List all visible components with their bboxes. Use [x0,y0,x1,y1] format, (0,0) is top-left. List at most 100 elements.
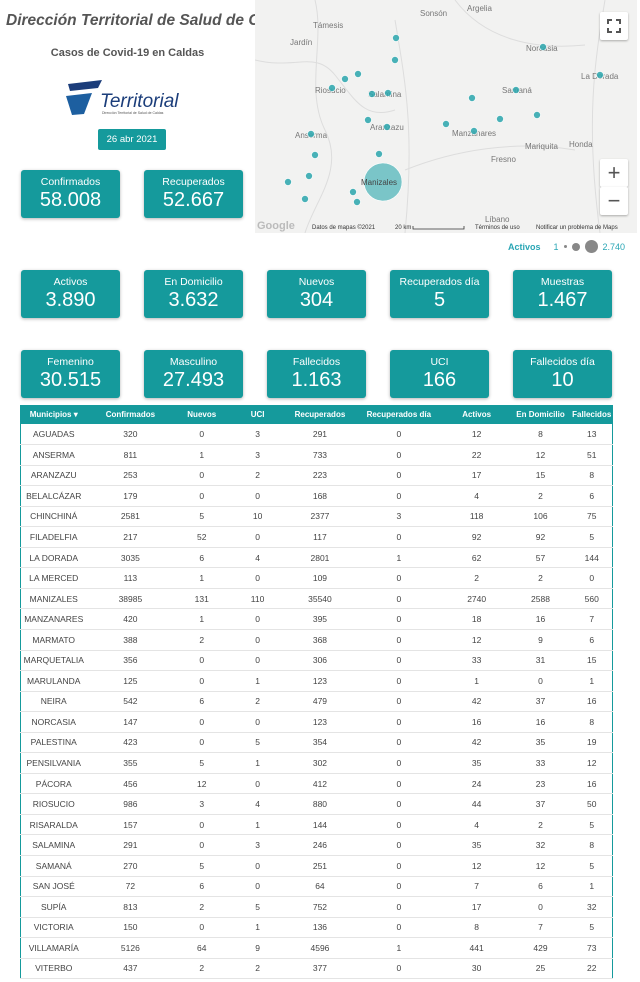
table-cell: 395 [285,608,354,630]
table-row: SALAMINA 291 0 3 246 0 35 32 8 [20,834,613,856]
page-title: Dirección Territorial de Salud de Caldas [6,12,300,29]
table-cell: 2801 [285,547,354,569]
card-label: Confirmados [40,176,101,188]
table-cell: 437 [86,958,175,980]
table-row: LA DORADA 3035 6 4 2801 1 62 57 144 [20,547,613,569]
table-cell: 22 [571,958,613,980]
table-cell: 16 [571,691,613,713]
map-marker [311,151,319,159]
table-cell: 8 [509,424,572,446]
table-cell: PÁCORA [20,773,87,795]
table-cell: 0 [174,670,230,692]
table-cell: 355 [86,752,175,774]
table-cell: 32 [571,896,613,918]
table-cell: 0 [353,588,444,610]
table-cell: 0 [353,526,444,548]
map-label: Sonsón [420,9,447,18]
table-cell: 3 [353,506,444,528]
table-cell: AGUADAS [20,424,87,446]
column-header[interactable]: UCI [229,405,286,424]
map-terms-link[interactable]: Términos de uso [475,225,520,231]
table-row: PENSILVANIA 355 5 1 302 0 35 33 12 [20,752,613,774]
table-cell: 16 [571,773,613,795]
zoom-in-button[interactable]: + [600,159,628,187]
svg-text:Territorial: Territorial [100,91,179,112]
legend-max: 2.740 [602,241,626,252]
table-cell: RISARALDA [20,814,87,836]
table-row: SAMANÁ 270 5 0 251 0 12 12 5 [20,855,613,877]
table-cell: 38985 [86,588,175,610]
table-cell: 0 [353,670,444,692]
column-header[interactable]: Municipios ▾ [20,405,87,424]
map-scale: 20 km [395,225,411,231]
table-cell: 0 [353,711,444,733]
card-label: Muestras [540,276,585,288]
table-cell: 733 [285,444,354,466]
table-cell: 246 [285,834,354,856]
column-header[interactable]: Fallecidos [571,405,613,424]
table-cell: 0 [509,670,572,692]
table-cell: VILLAMARÍA [20,937,87,959]
map-marker [512,86,520,94]
table-cell: 13 [571,424,613,446]
table-cell: 35540 [285,588,354,610]
fullscreen-button[interactable] [600,12,628,40]
column-header[interactable]: Nuevos [174,405,230,424]
table-cell: 302 [285,752,354,774]
table-cell: 0 [174,424,230,446]
table-cell: 0 [174,732,230,754]
table-cell: NEIRA [20,691,87,713]
table-cell: 0 [174,834,230,856]
table-cell: 0 [353,424,444,446]
table-cell: 0 [571,567,613,589]
card-label: Nuevos [298,276,335,288]
map-report-link[interactable]: Notificar un problema de Maps [536,225,618,231]
table-cell: 17 [443,896,510,918]
table-row: MARQUETALIA 356 0 0 306 0 33 31 15 [20,650,613,672]
column-header[interactable]: Recuperados [285,405,354,424]
table-cell: 291 [285,424,354,446]
table-cell: 109 [285,567,354,589]
zoom-out-button[interactable]: − [600,187,628,215]
card-value: 27.493 [162,369,225,391]
table-cell: 2 [509,567,572,589]
table-cell: 3 [229,424,286,446]
table-cell: 0 [353,732,444,754]
table-row: VITERBO 437 2 2 377 0 30 25 22 [20,958,613,980]
date-selector[interactable]: 26 abr 2021 [98,129,166,150]
table-cell: 306 [285,650,354,672]
table-cell: 131 [174,588,230,610]
table-cell: 0 [353,793,444,815]
table-cell: MARQUETALIA [20,650,87,672]
table-cell: 0 [353,855,444,877]
table-cell: 37 [509,691,572,713]
column-header[interactable]: En Domicilio [509,405,572,424]
table-cell: 4 [443,485,510,507]
table-cell: 22 [443,444,510,466]
table-row: RIOSUCIO 986 3 4 880 0 44 37 50 [20,793,613,815]
table-cell: 0 [229,650,286,672]
column-header[interactable]: Activos [443,405,510,424]
table-cell: 12 [174,773,230,795]
table-cell: 15 [571,650,613,672]
table-cell: 4 [229,793,286,815]
map[interactable]: Sonsón Argelia Támesis Jardín Norcasia L… [255,0,637,233]
table-cell: 1 [571,670,613,692]
column-header[interactable]: Recuperados día [353,405,444,424]
table-cell: 1 [353,547,444,569]
card-uci: UCI 166 [390,350,489,398]
table-cell: 5 [174,855,230,877]
table-cell: 0 [174,650,230,672]
column-header[interactable]: Confirmados [86,405,175,424]
table-cell: 50 [571,793,613,815]
map-marker [470,127,478,135]
table-cell: 92 [509,526,572,548]
table-cell: 24 [443,773,510,795]
table-cell: 7 [443,876,510,898]
table-cell: SALAMINA [20,834,87,856]
card-label: Femenino [47,356,94,368]
map-marker-manizales [363,162,403,202]
map-marker [284,178,292,186]
table-cell: 12 [443,629,510,651]
table-row: SUPÍA 813 2 5 752 0 17 0 32 [20,896,613,918]
